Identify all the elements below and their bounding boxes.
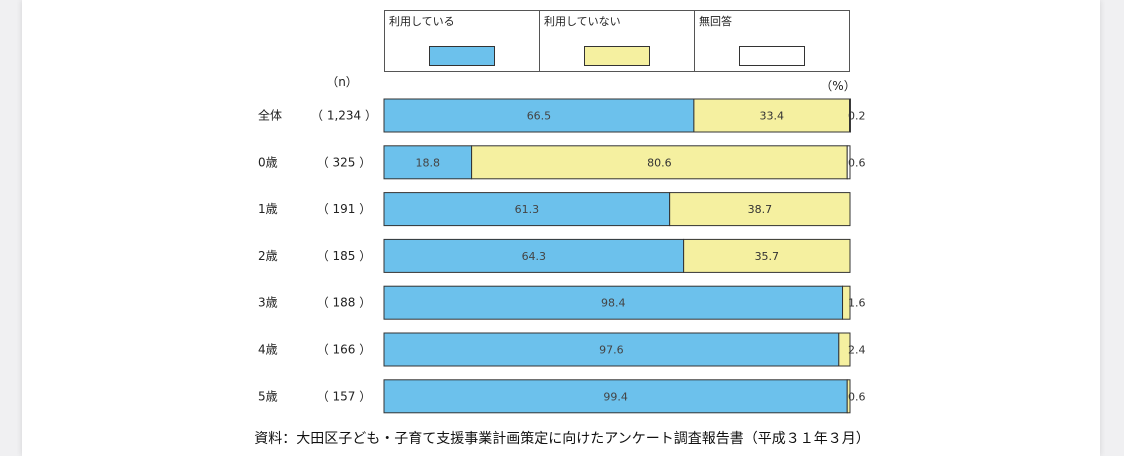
legend-item-not-using: 利用していない xyxy=(540,11,695,71)
n-label: （ 166 ） xyxy=(317,343,372,357)
data-label: 38.7 xyxy=(748,203,773,216)
legend-label-not-using: 利用していない xyxy=(544,15,621,28)
bar-segment xyxy=(838,332,851,367)
data-label: 1.6 xyxy=(848,297,866,310)
source-caption: 資料：大田区子ども・子育て支援事業計画策定に向けたアンケート調査報告書（平成３１… xyxy=(254,431,870,447)
category-label: 3歳 xyxy=(258,296,278,310)
bar-segment xyxy=(842,285,851,320)
bar-segment xyxy=(383,145,473,180)
data-label: 66.5 xyxy=(527,110,552,123)
n-label: （ 188 ） xyxy=(317,296,372,310)
data-label: 35.7 xyxy=(755,250,780,263)
bar-segment xyxy=(846,379,851,414)
category-label: 0歳 xyxy=(258,155,278,169)
bar-segment xyxy=(383,98,695,133)
legend-label-no-answer: 無回答 xyxy=(699,15,732,28)
legend-swatch-using xyxy=(429,46,495,66)
data-label: 61.3 xyxy=(515,203,540,216)
n-label: （ 1,234 ） xyxy=(311,109,377,123)
data-label: 98.4 xyxy=(601,297,626,310)
data-label: 0.6 xyxy=(848,390,866,403)
n-label: （ 325 ） xyxy=(317,155,372,169)
n-label: （ 185 ） xyxy=(317,249,372,263)
data-label: 80.6 xyxy=(647,156,672,169)
category-label: 全体 xyxy=(258,108,282,123)
data-label: 0.6 xyxy=(848,156,866,169)
data-label: 64.3 xyxy=(522,250,547,263)
category-label: 1歳 xyxy=(258,202,278,216)
category-label: 2歳 xyxy=(258,249,278,263)
legend-swatch-not-using xyxy=(584,46,650,66)
bar-segment xyxy=(683,238,851,273)
data-label: 0.2 xyxy=(848,110,866,123)
bar-segment xyxy=(849,98,851,133)
bar-segment xyxy=(846,145,851,180)
percent-unit-label: （%） xyxy=(820,79,855,93)
data-label: 97.6 xyxy=(599,344,624,357)
bar-segment xyxy=(383,285,844,320)
category-label: 5歳 xyxy=(258,389,278,403)
bar-segment xyxy=(383,192,671,227)
legend-swatch-no-answer xyxy=(739,46,805,66)
data-label: 18.8 xyxy=(416,156,441,169)
data-label: 33.4 xyxy=(759,110,784,123)
legend-item-no-answer: 無回答 xyxy=(695,11,849,71)
bar-segment xyxy=(383,379,848,414)
legend-item-using: 利用している xyxy=(385,11,540,71)
bar-segment xyxy=(471,145,848,180)
n-label: （ 191 ） xyxy=(317,202,372,216)
bar-segment xyxy=(693,98,851,133)
legend-label-using: 利用している xyxy=(389,15,455,28)
category-label: 4歳 xyxy=(258,343,278,357)
bar-segment xyxy=(383,332,840,367)
data-label: 2.4 xyxy=(848,344,866,357)
bar-segment xyxy=(383,238,685,273)
bar-segment xyxy=(669,192,851,227)
chart-legend: 利用している 利用していない 無回答 xyxy=(384,10,850,72)
data-label: 99.4 xyxy=(603,390,628,403)
n-label: （ 157 ） xyxy=(317,389,372,403)
n-column-header: （n） xyxy=(326,75,358,89)
